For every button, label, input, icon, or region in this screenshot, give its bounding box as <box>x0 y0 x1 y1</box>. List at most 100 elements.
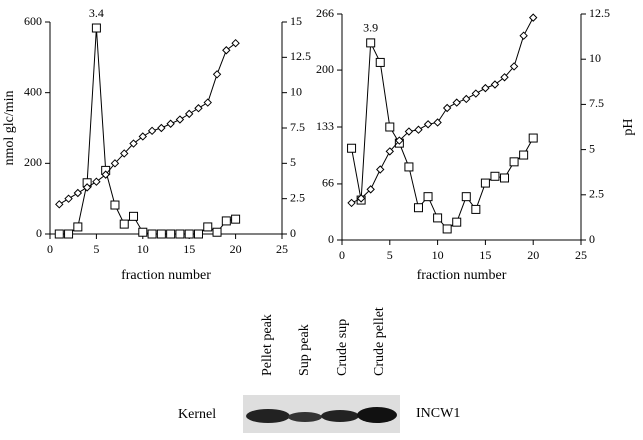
y2-tick-label: 7.5 <box>290 120 305 134</box>
y2-tick-label: 0 <box>589 232 595 246</box>
square-marker <box>147 229 157 239</box>
diamond-marker <box>490 80 500 89</box>
square-marker <box>528 133 538 143</box>
y-tick-label: 200 <box>24 155 42 169</box>
x-tick-label: 20 <box>527 248 539 262</box>
square-marker <box>404 162 414 172</box>
square-marker <box>54 229 64 239</box>
y2-tick-label: 2.5 <box>589 187 604 201</box>
diamond-marker <box>385 147 395 156</box>
blot: Kernel INCW1 <box>178 395 460 433</box>
square-marker <box>110 200 120 210</box>
square-marker <box>129 211 139 221</box>
blot-band <box>288 412 322 422</box>
diamond-marker <box>110 159 120 168</box>
square-marker <box>433 213 443 223</box>
y-tick-label: 200 <box>316 62 334 76</box>
diamond-marker <box>120 149 129 158</box>
y-tick-label: 600 <box>24 14 42 28</box>
diamond-marker <box>82 183 92 192</box>
diamond-marker <box>395 136 404 145</box>
square-marker <box>490 171 500 181</box>
square-marker <box>480 178 490 188</box>
y-tick-label: 133 <box>316 119 334 133</box>
diamond-marker <box>212 70 222 79</box>
y2-tick-label: 15 <box>290 14 302 28</box>
x-tick-label: 25 <box>276 242 288 256</box>
x-tick-label: 15 <box>183 242 195 256</box>
square-marker <box>156 229 166 239</box>
y-axis-label: nmol glc/min <box>2 90 17 165</box>
x-tick-label: 10 <box>137 242 149 256</box>
x-tick-label: 0 <box>47 242 53 256</box>
diamond-marker <box>175 115 185 124</box>
series-line <box>351 40 534 230</box>
square-marker <box>509 157 519 167</box>
square-marker <box>73 222 83 232</box>
y2-tick-label: 0 <box>290 226 296 240</box>
x-tick-label: 5 <box>93 242 99 256</box>
square-marker <box>471 204 481 214</box>
square-marker <box>366 38 376 48</box>
x-axis-label: fraction number <box>417 268 507 283</box>
diamond-marker <box>509 62 519 71</box>
diamond-marker <box>519 31 528 40</box>
y-tick-label: 400 <box>24 84 42 98</box>
y-tick-label: 0 <box>36 226 42 240</box>
square-marker <box>347 143 357 153</box>
x-axis-label: fraction number <box>121 268 211 283</box>
diamond-marker <box>481 83 490 93</box>
y2-axis-label: pH <box>621 118 636 135</box>
square-marker <box>119 219 129 229</box>
y2-tick-label: 10 <box>290 84 302 98</box>
x-tick-label: 25 <box>575 248 587 262</box>
diamond-marker <box>414 125 423 134</box>
y-tick-label: 66 <box>322 176 334 190</box>
annotation: 3.4 <box>89 6 104 20</box>
y-tick-label: 0 <box>328 232 334 246</box>
x-tick-label: 0 <box>339 248 345 262</box>
diamond-marker <box>471 89 481 98</box>
diamond-marker <box>222 46 231 55</box>
diamond-marker <box>129 139 138 148</box>
square-marker <box>193 229 203 239</box>
square-marker <box>461 192 471 202</box>
diamond-marker <box>452 98 461 107</box>
lane-label: Crude pellet <box>372 307 387 376</box>
diamond-marker <box>404 127 414 136</box>
diamond-marker <box>231 38 240 48</box>
y2-tick-label: 5 <box>589 141 595 155</box>
blot-band <box>321 410 359 422</box>
diamond-marker <box>166 119 175 128</box>
diamond-marker <box>147 126 157 136</box>
square-marker <box>413 203 423 213</box>
square-marker <box>231 214 241 224</box>
diamond-marker <box>92 177 101 186</box>
lane-label: Crude sup <box>335 319 350 376</box>
blot-band <box>246 409 290 423</box>
square-marker <box>221 216 231 226</box>
blot-band <box>357 407 397 423</box>
square-marker <box>500 173 510 183</box>
diamond-marker <box>138 132 148 141</box>
series-line <box>59 27 236 235</box>
diamond-marker <box>442 103 452 113</box>
square-marker <box>212 227 222 237</box>
diamond-marker <box>64 194 73 203</box>
square-marker <box>166 229 176 239</box>
square-marker <box>175 229 185 239</box>
diamond-marker <box>101 170 110 179</box>
square-marker <box>203 222 213 232</box>
y2-tick-label: 12.5 <box>290 49 311 63</box>
annotation: 3.9 <box>363 21 378 35</box>
square-marker <box>375 57 385 67</box>
diamond-marker <box>203 98 212 107</box>
square-marker <box>64 229 74 239</box>
diamond-marker <box>366 185 375 194</box>
square-marker <box>423 192 433 202</box>
diamond-marker <box>528 13 538 22</box>
y2-tick-label: 12.5 <box>589 6 610 20</box>
lane-label: Pellet peak <box>260 314 275 376</box>
y2-tick-label: 10 <box>589 51 601 65</box>
